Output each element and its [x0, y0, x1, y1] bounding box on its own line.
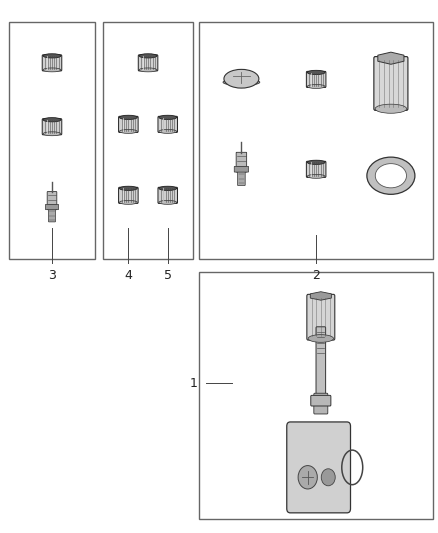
Bar: [199, 22, 433, 259]
FancyBboxPatch shape: [311, 395, 331, 406]
Ellipse shape: [43, 118, 61, 122]
FancyBboxPatch shape: [307, 294, 335, 340]
Ellipse shape: [159, 115, 177, 119]
Polygon shape: [378, 52, 404, 64]
Polygon shape: [310, 292, 331, 300]
Ellipse shape: [120, 186, 137, 190]
Ellipse shape: [139, 54, 157, 58]
Ellipse shape: [43, 68, 61, 72]
Ellipse shape: [159, 200, 177, 204]
Ellipse shape: [159, 130, 177, 133]
Text: 4: 4: [124, 269, 132, 282]
FancyBboxPatch shape: [138, 55, 158, 71]
Text: 5: 5: [164, 269, 172, 282]
Text: 2: 2: [312, 269, 320, 282]
Ellipse shape: [308, 335, 333, 342]
Bar: [103, 22, 193, 259]
Ellipse shape: [307, 70, 325, 75]
FancyBboxPatch shape: [237, 170, 245, 185]
Ellipse shape: [367, 157, 415, 195]
FancyBboxPatch shape: [42, 55, 62, 71]
FancyBboxPatch shape: [314, 393, 328, 414]
Bar: [10, 22, 95, 259]
FancyBboxPatch shape: [47, 191, 57, 209]
Text: 1: 1: [189, 376, 197, 390]
FancyBboxPatch shape: [234, 166, 248, 172]
FancyBboxPatch shape: [158, 187, 177, 204]
Ellipse shape: [224, 69, 259, 88]
Ellipse shape: [120, 115, 137, 119]
FancyBboxPatch shape: [42, 119, 62, 135]
Ellipse shape: [120, 200, 137, 204]
Ellipse shape: [43, 132, 61, 136]
Circle shape: [298, 466, 317, 489]
Circle shape: [321, 469, 335, 486]
FancyBboxPatch shape: [306, 71, 326, 87]
FancyBboxPatch shape: [49, 207, 56, 222]
Ellipse shape: [375, 104, 406, 114]
Ellipse shape: [223, 79, 260, 85]
Ellipse shape: [307, 174, 325, 179]
Text: 3: 3: [48, 269, 56, 282]
Ellipse shape: [307, 85, 325, 88]
FancyBboxPatch shape: [316, 327, 325, 398]
Bar: [199, 272, 433, 519]
Ellipse shape: [159, 186, 177, 190]
Ellipse shape: [43, 54, 61, 58]
Ellipse shape: [120, 130, 137, 133]
Ellipse shape: [375, 164, 406, 188]
FancyBboxPatch shape: [46, 204, 59, 209]
Ellipse shape: [307, 160, 325, 164]
FancyBboxPatch shape: [374, 56, 408, 110]
Ellipse shape: [139, 68, 157, 72]
FancyBboxPatch shape: [158, 116, 177, 133]
FancyBboxPatch shape: [119, 187, 138, 204]
FancyBboxPatch shape: [287, 422, 350, 513]
FancyBboxPatch shape: [306, 161, 326, 177]
FancyBboxPatch shape: [236, 152, 247, 172]
FancyBboxPatch shape: [119, 116, 138, 133]
